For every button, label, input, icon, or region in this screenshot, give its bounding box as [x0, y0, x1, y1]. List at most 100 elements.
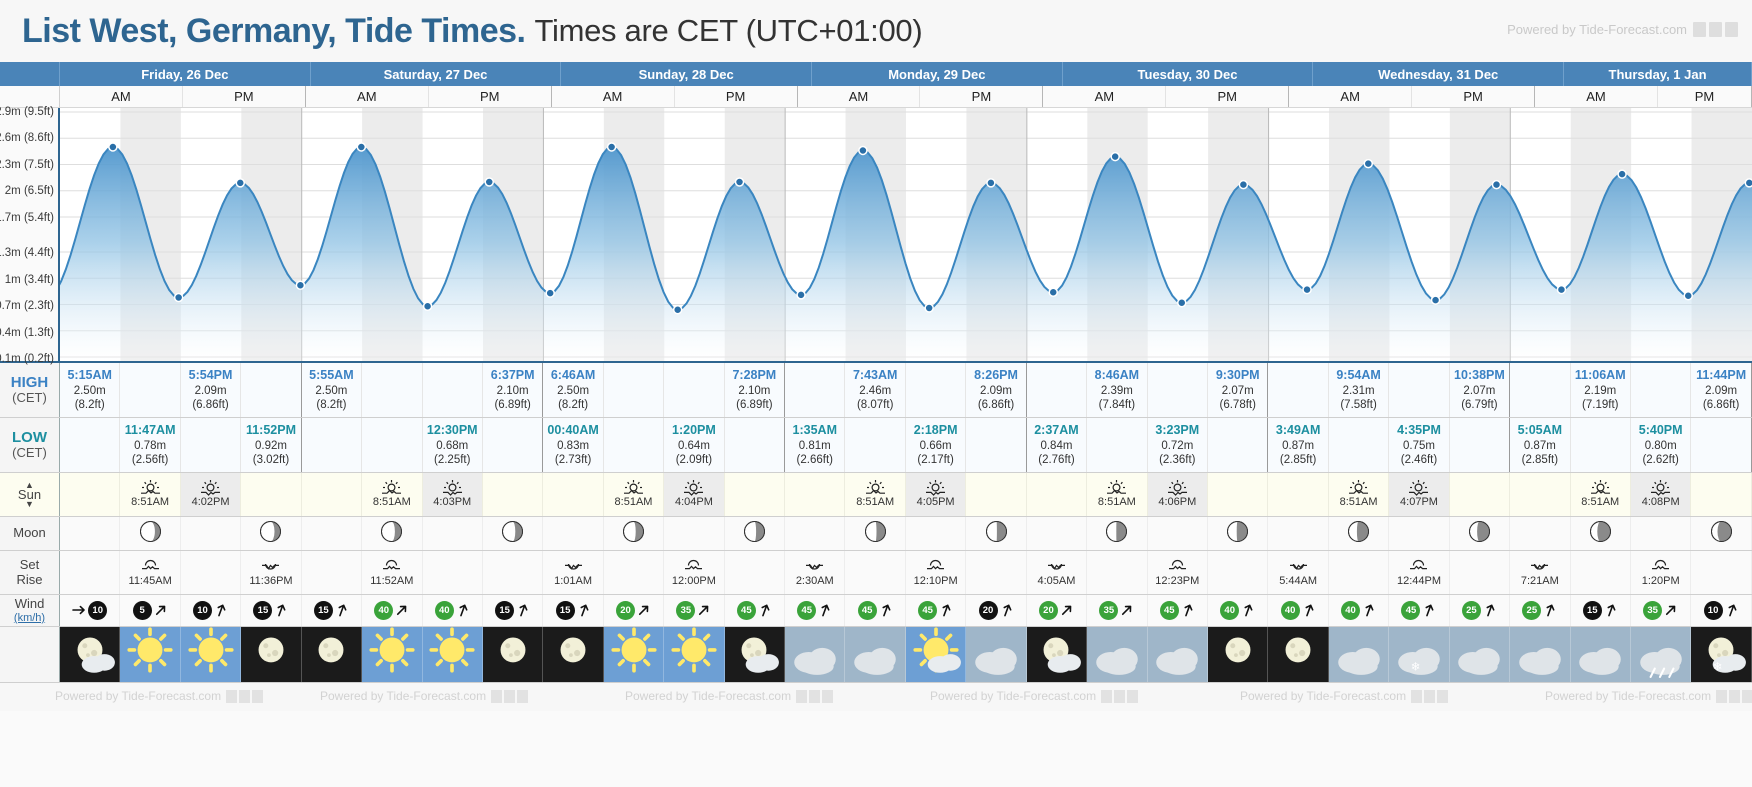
low-tide-height-m: 0.78m	[134, 439, 167, 452]
low-tide-height-ft: (2.56ft)	[131, 453, 169, 466]
moon-phase-cell	[604, 517, 665, 550]
tide-high-point-22[interactable]	[1491, 179, 1502, 190]
tide-low-point-1[interactable]	[173, 292, 184, 303]
wind-direction-arrow-icon	[1664, 603, 1678, 619]
half-header-5-am: AM	[1289, 86, 1413, 107]
tide-low-point-13[interactable]	[924, 303, 934, 313]
high-tide-height-m: 2.31m	[1342, 384, 1375, 397]
powered-by-label: Powered by Tide-Forecast.com	[1507, 22, 1687, 37]
sun-down-arrow-icon: ▼	[25, 499, 34, 510]
low-tide-cell	[603, 418, 665, 472]
moon-event-time: 5:44AM	[1279, 575, 1318, 587]
half-header-3-pm: PM	[920, 86, 1044, 107]
high-tide-time: 6:37PM	[490, 368, 535, 383]
tide-high-point-10[interactable]	[734, 177, 745, 187]
tide-high-point-18[interactable]	[1238, 179, 1249, 190]
sun-cell: 4:08PM	[1630, 473, 1692, 516]
sun-cell: 4:05PM	[905, 473, 967, 516]
moonrise-icon	[1409, 557, 1428, 575]
low-tide-height-m: 0.92m	[254, 439, 287, 452]
weather-cell: ❄	[1691, 627, 1752, 682]
low-tide-height-ft: (2.66ft)	[796, 453, 833, 466]
low-tide-height-ft: (2.25ft)	[434, 453, 471, 466]
wind-speed-badge: 25	[1522, 601, 1542, 620]
tide-low-point-7[interactable]	[545, 288, 555, 298]
sun-time: 8:51AM	[1581, 496, 1620, 509]
high-tide-time: 11:06AM	[1574, 368, 1626, 383]
tide-high-point-0[interactable]	[108, 142, 118, 152]
low-tide-cell: 3:49AM 0.87m (2.85ft)	[1268, 418, 1329, 472]
wind-speed-badge: 10	[193, 601, 213, 620]
footer-watermark-text: Powered by Tide-Forecast.com	[1545, 689, 1712, 703]
day-header-0: Friday, 26 Dec	[60, 62, 311, 86]
sun-time: 4:06PM	[1158, 496, 1197, 509]
tide-high-point-2[interactable]	[235, 178, 246, 188]
tide-high-point-12[interactable]	[858, 145, 868, 156]
tide-low-point-23[interactable]	[1556, 284, 1567, 295]
y-tick-label-6: 1m (3.4ft)	[4, 273, 54, 286]
low-tide-height-ft: (3.02ft)	[252, 453, 290, 466]
tide-low-point-11[interactable]	[796, 290, 806, 300]
tide-low-point-17[interactable]	[1177, 298, 1187, 308]
low-tide-time: 2:37AM	[1034, 423, 1079, 438]
moon-phase-cell	[423, 517, 483, 550]
tide-high-point-16[interactable]	[1110, 151, 1120, 162]
wind-cell: 10	[60, 595, 121, 626]
low-tide-cell	[724, 418, 786, 472]
wind-cell: 15	[302, 595, 363, 626]
weather-cell	[1328, 627, 1390, 682]
day-header-row: Friday, 26 Dec Saturday, 27 Dec Sunday, 28…	[0, 62, 1752, 86]
tide-high-point-20[interactable]	[1363, 158, 1374, 169]
wind-row: Wind (km/h) 10 5 10 15 15 40 40 15 15 20 35 45 45 45 4…	[0, 595, 1752, 627]
moon-phase-cell	[543, 517, 604, 550]
tide-low-point-5[interactable]	[422, 301, 433, 311]
sunny-icon	[606, 627, 662, 682]
tide-high-point-14[interactable]	[986, 178, 996, 188]
moon-event-cell: 11:52AM	[362, 551, 423, 594]
moon-event-cell: 12:44PM	[1389, 551, 1450, 594]
high-tide-height-m: 2.09m	[980, 384, 1013, 397]
moon-event-cell: 1:01AM	[543, 551, 604, 594]
footer-watermark-4: Powered by Tide-Forecast.com	[1240, 689, 1449, 703]
tide-low-point-3[interactable]	[295, 280, 306, 290]
moon-event-time: 1:01AM	[554, 575, 593, 587]
sun-cells: 8:51AM 4:02PM 8:51AM 4:03PM 8:51AM 4:04PM 8:51…	[60, 473, 1752, 516]
tide-low-point-15[interactable]	[1048, 287, 1058, 297]
high-tide-height-m: 2.09m	[194, 384, 227, 397]
wind-speed-badge: 25	[1461, 601, 1481, 620]
half-header-0-am: AM	[60, 86, 183, 107]
weather-cell	[1147, 627, 1209, 682]
sun-time: 8:51AM	[1339, 496, 1378, 509]
moon-phase-cell	[1631, 517, 1692, 550]
half-header-2-pm: PM	[675, 86, 798, 107]
high-tide-cell	[1268, 363, 1329, 417]
sun-cell	[543, 473, 604, 516]
tide-low-point-21[interactable]	[1430, 295, 1441, 305]
footer-watermarks: Powered by Tide-Forecast.com Powered by T…	[0, 683, 1752, 711]
low-tide-label: LOW (CET)	[0, 418, 60, 472]
tide-low-point-19[interactable]	[1302, 284, 1312, 295]
tide-low-point-9[interactable]	[672, 305, 683, 315]
sun-time: 4:03PM	[433, 496, 472, 509]
tide-high-point-4[interactable]	[356, 142, 367, 152]
waxing-gibbous-icon	[1348, 520, 1370, 546]
tide-low-point-25[interactable]	[1683, 291, 1693, 301]
high-tide-time: 10:38PM	[1454, 368, 1505, 383]
moon-event-time: 12:44PM	[1396, 575, 1441, 587]
moon-event-time: 11:52AM	[370, 575, 414, 587]
tide-high-point-6[interactable]	[484, 177, 494, 187]
high-tide-time: 5:15AM	[67, 368, 112, 383]
rain-icon	[1633, 627, 1689, 682]
low-tide-unit: (CET)	[12, 445, 47, 461]
sun-cell	[1691, 473, 1752, 516]
moon-phase-cell	[785, 517, 846, 550]
wind-unit-link[interactable]: (km/h)	[13, 611, 46, 624]
wind-direction-arrow-icon	[1241, 603, 1255, 619]
tide-high-point-24[interactable]	[1617, 169, 1627, 179]
low-tide-label-text: LOW	[12, 428, 47, 446]
wind-speed-badge: 45	[1159, 601, 1179, 620]
tide-high-point-26[interactable]	[1744, 178, 1752, 188]
moon-phase-cell	[1510, 517, 1571, 550]
tide-high-point-8[interactable]	[606, 142, 617, 152]
wind-speed-badge: 45	[1401, 601, 1421, 620]
